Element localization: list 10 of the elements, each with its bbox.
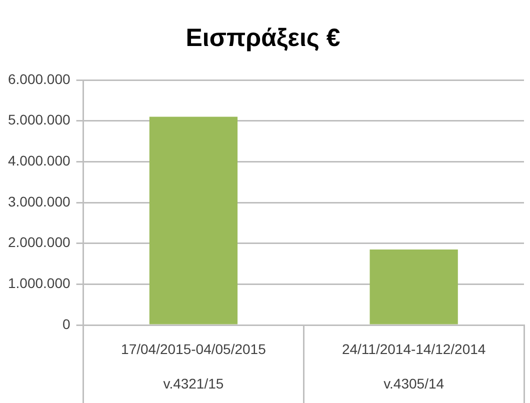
category-label: 17/04/2015-04/05/2015 v.4321/15 [121, 341, 266, 392]
y-tick-label: 5.000.000 [8, 112, 70, 128]
chart-title: Εισπράξεις € [186, 24, 340, 52]
y-tick-label: 3.000.000 [8, 193, 70, 210]
category-label: 24/11/2014-14/12/2014 v.4305/14 [342, 341, 486, 392]
y-tick-label: 0 [62, 316, 70, 332]
y-tick-label: 4.000.000 [8, 152, 70, 169]
y-tick-label: 1.000.000 [8, 275, 70, 292]
y-tick-label: 6.000.000 [8, 70, 70, 87]
y-tick-label: 2.000.000 [8, 234, 70, 250]
